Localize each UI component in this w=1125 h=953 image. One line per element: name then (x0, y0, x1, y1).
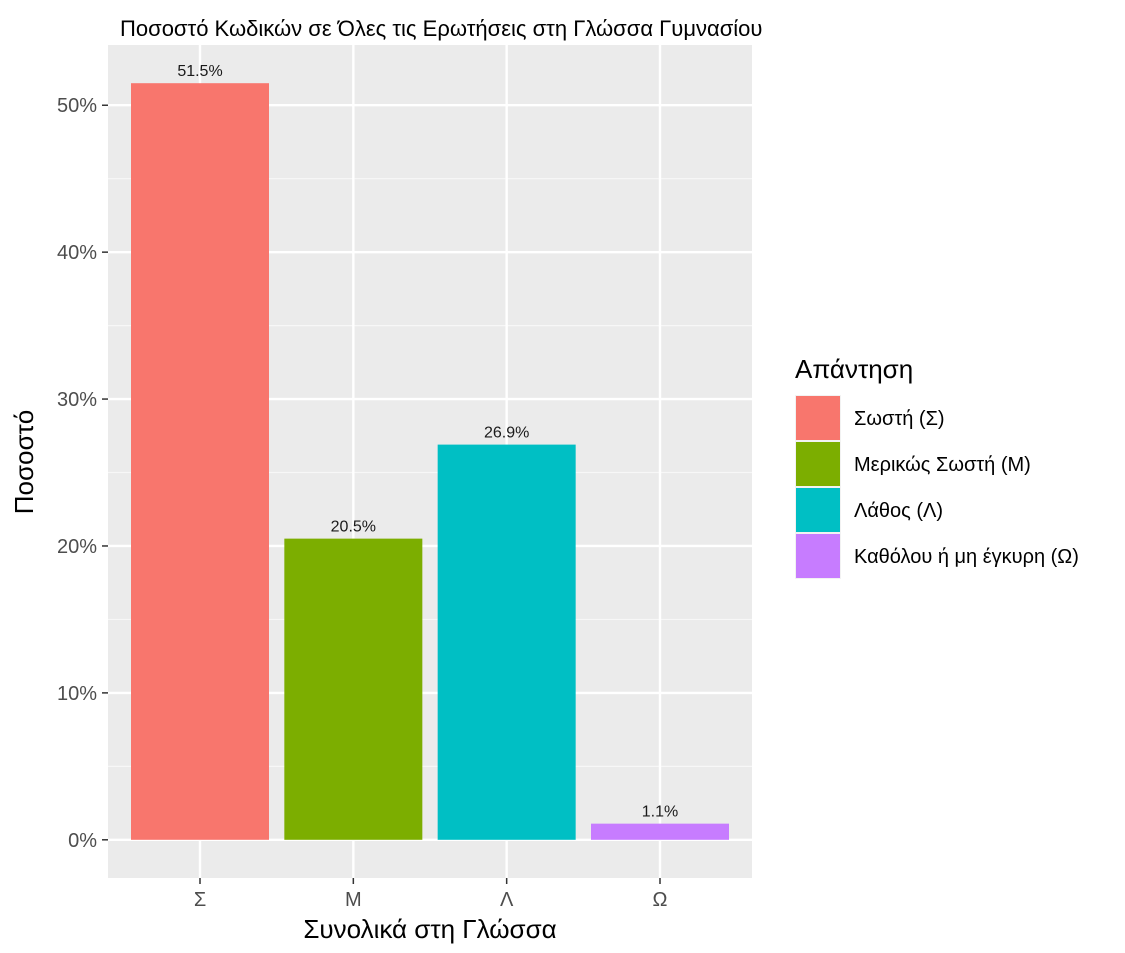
legend-swatch (796, 442, 840, 486)
y-tick-label: 20% (57, 536, 97, 558)
bar-Λ (437, 444, 576, 840)
x-tick-label: Σ (194, 889, 206, 911)
bar-value-label: 51.5% (177, 63, 222, 80)
bar-Ω (591, 823, 729, 840)
x-tick-label: Μ (345, 889, 362, 911)
y-tick-label: 30% (57, 389, 97, 411)
y-tick-label: 50% (57, 95, 97, 117)
legend-label: Μερικώς Σωστή (Μ) (854, 454, 1031, 476)
chart-title: Ποσοστό Κωδικών σε Όλες τις Ερωτήσεις στ… (120, 16, 762, 41)
y-axis-title: Ποσοστό (9, 410, 39, 515)
x-axis-title: Συνολικά στη Γλώσσα (303, 914, 556, 944)
bar-Σ (131, 83, 269, 840)
bar-labels: 51.5% 20.5% 26.9% 1.1% (177, 63, 678, 820)
bar-value-label: 1.1% (642, 804, 678, 821)
legend-swatch (796, 396, 840, 440)
x-tick-label: Ω (653, 889, 668, 911)
bars (131, 83, 729, 840)
y-axis: 0% 10% 20% 30% 40% 50% (57, 95, 108, 852)
legend-title: Απάντηση (795, 354, 913, 384)
bar-Μ (284, 538, 423, 840)
y-tick-label: 40% (57, 242, 97, 264)
bar-value-label: 20.5% (331, 519, 376, 536)
legend-swatch (796, 488, 840, 532)
legend: Απάντηση Σωστή (Σ) Μερικώς Σωστή (Μ) Λάθος… (795, 354, 1079, 579)
y-tick-label: 10% (57, 683, 97, 705)
legend-label: Καθόλου ή μη έγκυρη (Ω) (854, 546, 1079, 568)
legend-swatch (796, 534, 840, 578)
legend-label: Σωστή (Σ) (854, 408, 945, 430)
bar-value-label: 26.9% (484, 425, 529, 442)
y-tick-label: 0% (68, 830, 97, 852)
x-tick-label: Λ (500, 889, 514, 911)
legend-label: Λάθος (Λ) (854, 500, 943, 522)
